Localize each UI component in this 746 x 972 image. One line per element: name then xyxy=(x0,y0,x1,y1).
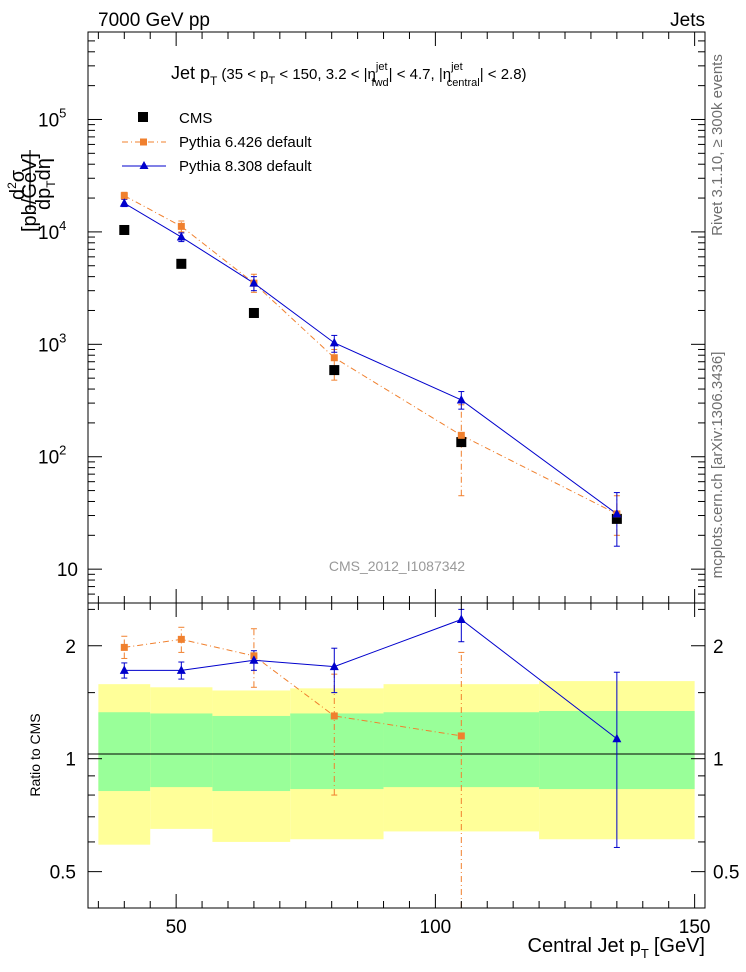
ratio-band-inner xyxy=(98,712,151,792)
pythia6-point xyxy=(177,222,185,230)
pythia8-point xyxy=(119,198,129,207)
cms-point xyxy=(119,224,130,235)
xtick-label: 150 xyxy=(679,917,711,938)
pythia6-point xyxy=(330,354,338,362)
ratio-ylabel: Ratio to CMS xyxy=(27,713,43,796)
main-ytick-label: 105 xyxy=(38,105,66,131)
legend-label-pythia6: Pythia 6.426 default xyxy=(179,134,312,151)
legend: CMS Pythia 6.426 default Pythia 8.308 de… xyxy=(122,110,312,175)
ratio-pythia6-point xyxy=(120,643,128,651)
ratio-band-inner xyxy=(212,715,291,792)
ratio-ytick-label-right: 2 xyxy=(713,637,724,658)
ratio-band-inner xyxy=(290,713,384,790)
pythia8-point xyxy=(456,394,466,404)
cms-point xyxy=(329,365,340,376)
ratio-ytick-label: 1 xyxy=(65,750,76,771)
legend-marker-cms xyxy=(138,112,148,122)
ratio-pythia6-point xyxy=(177,635,185,643)
plot-title: Jet pT (35 < pT < 150, 3.2 < |ηjet fwd| < … xyxy=(171,61,527,89)
ratio-pythia8-point xyxy=(176,665,186,674)
ratio-pythia8-point xyxy=(119,665,129,674)
mcplots-label: mcplots.cern.ch [arXiv:1306.3436] xyxy=(709,352,726,579)
cms-point xyxy=(456,437,467,448)
xtick-label: 100 xyxy=(420,917,452,938)
ratio-pythia8-point xyxy=(249,655,259,664)
main-ylabel-denominator: dpTdη xyxy=(33,158,58,210)
main-ylabel-fraction: d2σ dpTdη xyxy=(5,150,58,210)
main-panel: 105 104 103 102 10 xyxy=(38,31,706,604)
pythia8-point xyxy=(249,278,259,287)
main-ytick-label: 10 xyxy=(57,560,78,581)
ratio-panel: 0.5 0.5 1 1 2 2 50 100 150 xyxy=(50,602,739,938)
ratio-pythia8-point xyxy=(456,614,466,623)
ratio-frame xyxy=(87,602,706,909)
energy-label: 7000 GeV pp xyxy=(98,10,210,31)
pythia6-point xyxy=(120,192,128,200)
pythia8-point xyxy=(612,508,622,518)
ratio-pythia6-point xyxy=(330,712,338,720)
ratio-pythia8-point xyxy=(612,733,622,743)
ratio-pythia6-point xyxy=(457,732,465,740)
process-label: Jets xyxy=(670,10,705,31)
xlabel: Central Jet pT [GeV] xyxy=(528,935,705,961)
legend-label-pythia8: Pythia 8.308 default xyxy=(179,158,312,175)
ratio-ytick-label-right: 0.5 xyxy=(713,863,739,884)
ratio-ytick-label: 0.5 xyxy=(50,863,76,884)
ratio-pythia8-line xyxy=(124,618,618,740)
legend-marker-pythia6 xyxy=(140,138,147,146)
pythia8-line xyxy=(124,202,618,515)
main-ytick-label: 103 xyxy=(38,330,66,356)
cms-point xyxy=(176,258,187,269)
ratio-ytick-label: 2 xyxy=(65,637,76,658)
rivet-label: Rivet 3.1.10, ≥ 300k events xyxy=(709,54,726,236)
main-ylabel-numerator: d2σ xyxy=(5,169,29,200)
xtick-label: 50 xyxy=(166,917,187,938)
ratio-pythia8-point xyxy=(329,661,339,671)
cms-point xyxy=(611,513,622,524)
legend-label-cms: CMS xyxy=(179,110,212,127)
legend-marker-pythia8 xyxy=(139,161,149,169)
main-ytick-label: 102 xyxy=(38,443,66,469)
pythia6-point xyxy=(457,431,465,439)
cms-point xyxy=(248,307,259,318)
ratio-band-inner xyxy=(150,713,213,788)
analysis-id: CMS_2012_I1087342 xyxy=(329,558,465,574)
pythia8-point xyxy=(176,232,186,241)
pythia8-point xyxy=(329,337,339,347)
pythia6-line xyxy=(124,195,618,515)
ratio-ytick-label-right: 1 xyxy=(713,750,724,771)
main-ytick-label: 104 xyxy=(38,218,66,244)
